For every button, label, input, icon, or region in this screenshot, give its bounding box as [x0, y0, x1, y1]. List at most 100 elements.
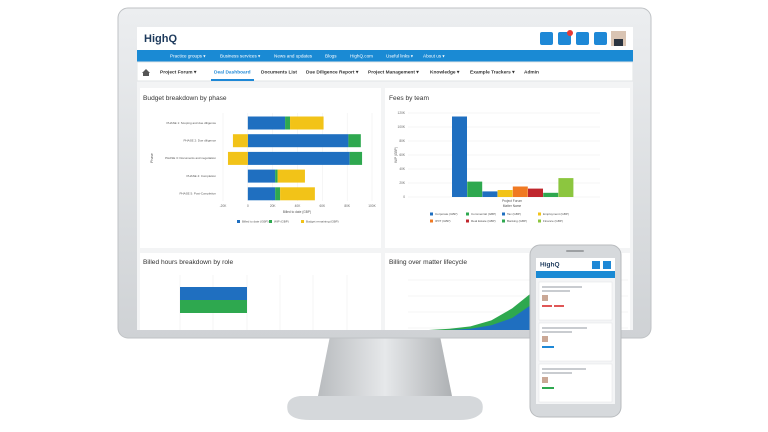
screen: HighQ Practice groups ▾ Business services… — [137, 27, 633, 330]
x-tick-label: 20K — [270, 204, 277, 208]
y-tick-label: 100K — [398, 125, 406, 129]
x-tick-label: -20K — [220, 204, 228, 208]
tab[interactable]: Documents List — [261, 69, 297, 75]
y-tick-label: 0 — [403, 195, 405, 199]
bar — [180, 300, 247, 313]
bar — [275, 187, 281, 201]
bar — [512, 186, 528, 197]
nav-item[interactable]: Practice groups ▾ — [170, 54, 206, 59]
tab[interactable]: Due Diligence Report ▾ — [306, 69, 359, 75]
x-axis-title: Matter Name — [503, 204, 522, 208]
legend-swatch — [301, 220, 304, 223]
panel-title: Budget breakdown by phase — [143, 95, 227, 102]
bar — [348, 134, 361, 148]
x-tick-label: 0 — [247, 204, 249, 208]
bar — [290, 116, 324, 130]
home-icon[interactable] — [142, 69, 150, 76]
legend-label: Commercial (GBP) — [471, 212, 496, 216]
bar — [180, 287, 247, 300]
bar — [247, 187, 276, 201]
legend-label: Employment (GBP) — [543, 212, 569, 216]
bar — [247, 116, 286, 130]
search-button[interactable] — [540, 32, 553, 45]
bar — [277, 169, 305, 183]
y-tick-label: 120K — [398, 111, 406, 115]
legend-swatch — [430, 219, 433, 223]
legend-swatch — [237, 220, 240, 223]
legend-label: WIP (GBP) — [274, 219, 289, 223]
notifications-button[interactable] — [558, 32, 571, 45]
nav-item[interactable]: News and updates — [274, 54, 313, 59]
tab[interactable]: Project Management ▾ — [368, 69, 419, 75]
x-tick-label: 40K — [295, 204, 302, 208]
nav-item[interactable]: Business services ▾ — [220, 54, 261, 59]
panel-title: Billing over matter lifecycle — [389, 259, 467, 266]
legend-label: Real Estate (GBP) — [471, 219, 496, 223]
bar — [349, 151, 363, 165]
nav-item[interactable]: Useful links ▾ — [386, 54, 414, 59]
y-tick-label: 80K — [399, 139, 406, 143]
y-axis-title: Phase — [150, 153, 154, 163]
favorites-button[interactable] — [594, 32, 607, 45]
panel — [140, 88, 381, 248]
y-tick-label: 20K — [399, 181, 406, 185]
bar — [482, 191, 498, 197]
legend-swatch — [466, 212, 469, 216]
tab[interactable]: Project Forum ▾ — [160, 69, 197, 75]
y-tick-label: 60K — [399, 153, 406, 157]
y-tick-label: PHASE 1: Scoping and due diligence — [166, 121, 216, 125]
tab[interactable]: Admin — [524, 69, 539, 75]
x-tick-label: 80K — [344, 204, 351, 208]
bar — [467, 181, 483, 197]
y-tick-label: PHASE 3: Documents and negotiation — [165, 156, 216, 160]
bar — [275, 169, 278, 183]
legend-label: Budget remaining (GBP) — [306, 219, 339, 223]
x-axis-title: Billed to date (GBP) — [283, 210, 311, 214]
bar — [558, 178, 574, 197]
legend-swatch — [466, 219, 469, 223]
tab-bar — [137, 61, 633, 82]
bar — [247, 151, 350, 165]
bar — [247, 134, 349, 148]
phone-logo: HighQ — [540, 262, 560, 269]
tab[interactable]: Deal Dashboard — [214, 69, 251, 75]
legend-label: Tax (GBP) — [507, 212, 521, 216]
bar — [247, 169, 276, 183]
x-tick-label: 100K — [368, 204, 376, 208]
legend-swatch — [538, 219, 541, 223]
legend-swatch — [502, 212, 505, 216]
bar — [452, 116, 467, 197]
y-tick-label: 40K — [399, 167, 406, 171]
legend-label: Banking (GBP) — [507, 219, 527, 223]
y-tick-label: PHASE 4: Completion — [186, 174, 216, 178]
y-axis-title: WIP (GBP) — [394, 147, 398, 163]
legend-label: IP/IT (GBP) — [435, 219, 450, 223]
nav-item[interactable]: HighQ.com — [350, 54, 373, 59]
y-tick-label: PHASE 2: Due diligence — [183, 138, 216, 142]
bar — [285, 116, 291, 130]
phone: HighQ — [529, 244, 622, 418]
nav-item[interactable]: Blogs — [325, 54, 337, 59]
bar — [528, 188, 543, 197]
tab[interactable]: Example Trackers ▾ — [470, 69, 515, 75]
bar — [232, 134, 248, 148]
legend-swatch — [538, 212, 541, 216]
nav-item[interactable]: About us ▾ — [423, 54, 445, 59]
panel — [385, 88, 630, 248]
panel-title: Billed hours breakdown by role — [143, 259, 233, 266]
tab[interactable]: Knowledge ▾ — [430, 69, 460, 75]
area — [408, 291, 533, 330]
nav-bar — [137, 50, 633, 62]
legend-label: Billed to date (GBP) — [242, 219, 269, 223]
bar — [280, 187, 315, 201]
logo: HighQ — [144, 33, 177, 45]
bar — [543, 192, 559, 197]
mail-button[interactable] — [576, 32, 589, 45]
bar — [227, 151, 248, 165]
legend-swatch — [502, 219, 505, 223]
bar — [497, 190, 513, 197]
area — [408, 303, 533, 330]
x-tick-label: 60K — [319, 204, 326, 208]
legend-label: Corporate (GBP) — [435, 212, 458, 216]
